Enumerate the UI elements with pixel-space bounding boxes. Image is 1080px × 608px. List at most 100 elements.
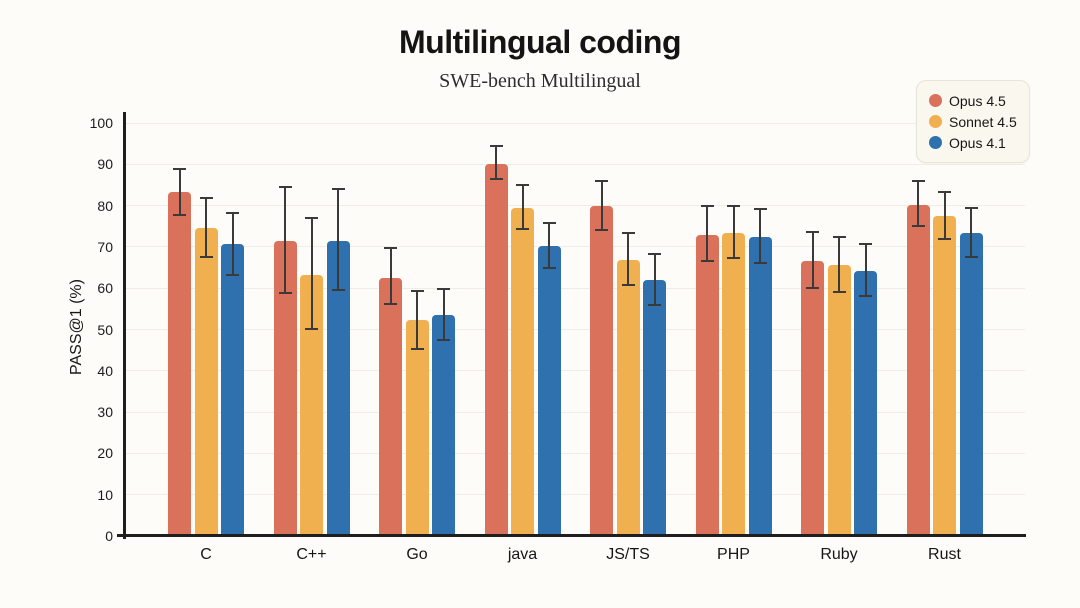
bar-sonnet-4-5-rust — [933, 215, 956, 534]
gridline-20 — [125, 452, 1025, 454]
bar-opus-4-5-php — [695, 234, 719, 534]
error-cap-high-sonnet-4-5-java — [516, 183, 529, 186]
error-cap-low-opus-4-1-go — [437, 339, 450, 342]
error-cap-high-sonnet-4-5-c — [199, 196, 213, 199]
error-cap-low-opus-4-5-ruby — [806, 286, 819, 289]
chart-title: Multilingual coding — [398, 24, 682, 60]
bar-opus-4-1-js-ts — [643, 279, 666, 534]
error-cap-high-opus-4-5-java — [489, 145, 503, 148]
gridline-80 — [125, 205, 1025, 207]
legend-item-opus-4-1: Opus 4.1 — [929, 132, 1017, 153]
error-bar-opus-4-1-c — [231, 213, 234, 275]
y-tick-label-30: 30 — [97, 404, 113, 421]
legend: Opus 4.5 Sonnet 4.5 Opus 4.1 — [916, 80, 1030, 163]
error-cap-low-opus-4-5-php — [700, 259, 714, 262]
error-cap-high-opus-4-5-c — [173, 168, 186, 171]
error-cap-low-sonnet-4-5-js-ts — [621, 283, 635, 286]
bar-opus-4-1-c — [326, 241, 350, 534]
y-tick-label-70: 70 — [97, 238, 113, 255]
gridline-90 — [125, 163, 1025, 165]
y-tick-label-90: 90 — [97, 156, 113, 173]
error-bar-opus-4-1-ruby — [864, 243, 867, 296]
error-cap-low-opus-4-1-js-ts — [648, 304, 661, 307]
error-cap-high-opus-4-5-rust — [911, 179, 925, 182]
y-tick-label-80: 80 — [97, 197, 113, 214]
error-cap-high-sonnet-4-5-php — [727, 205, 740, 207]
error-cap-low-opus-4-1-c — [331, 288, 345, 291]
error-bar-opus-4-5-rust — [917, 180, 919, 227]
error-cap-low-sonnet-4-5-php — [727, 256, 740, 259]
error-cap-high-opus-4-5-c — [278, 186, 292, 189]
bar-opus-4-1-ruby — [854, 270, 877, 534]
error-bar-opus-4-1-php — [759, 208, 761, 263]
bar-opus-4-5-rust — [906, 204, 930, 534]
error-bar-opus-4-5-c — [178, 169, 181, 215]
error-cap-low-opus-4-5-java — [489, 177, 503, 180]
gridline-30 — [125, 411, 1025, 413]
bar-opus-4-1-php — [748, 236, 772, 534]
gridline-40 — [125, 370, 1025, 372]
error-bar-opus-4-5-ruby — [811, 232, 814, 288]
y-tick-label-50: 50 — [97, 321, 113, 338]
y-tick-label-60: 60 — [97, 280, 113, 297]
error-cap-low-opus-4-5-go — [384, 302, 397, 305]
chart-subtitle: SWE-bench Multilingual — [439, 70, 641, 92]
error-cap-high-opus-4-1-ruby — [859, 242, 872, 245]
error-bar-opus-4-5-php — [706, 206, 708, 261]
error-cap-low-opus-4-5-rust — [911, 225, 925, 228]
x-tick-label-go: Go — [406, 546, 428, 563]
error-cap-low-opus-4-5-js-ts — [595, 228, 608, 231]
error-cap-low-opus-4-1-java — [542, 267, 556, 270]
y-axis-line — [123, 112, 126, 539]
y-tick-label-20: 20 — [97, 445, 113, 462]
error-cap-low-opus-4-1-php — [753, 261, 767, 264]
error-bar-opus-4-5-java — [495, 146, 497, 179]
bar-opus-4-1-java — [537, 246, 561, 534]
bar-sonnet-4-5-ruby — [827, 265, 851, 534]
error-bar-sonnet-4-5-ruby — [838, 236, 840, 292]
error-cap-low-opus-4-5-c — [173, 213, 186, 216]
error-cap-low-opus-4-1-c — [226, 273, 239, 276]
y-tick-label-0: 0 — [105, 528, 113, 544]
error-cap-low-sonnet-4-5-c — [305, 328, 318, 331]
error-cap-high-opus-4-1-rust — [964, 206, 978, 209]
error-bar-opus-4-1-js-ts — [653, 253, 656, 306]
bar-sonnet-4-5-c — [194, 228, 218, 534]
error-bar-sonnet-4-5-c — [205, 197, 207, 258]
error-bar-sonnet-4-5-js-ts — [627, 232, 629, 285]
error-cap-low-sonnet-4-5-go — [410, 347, 424, 350]
error-cap-high-opus-4-1-java — [542, 221, 556, 224]
error-cap-low-opus-4-1-rust — [964, 256, 978, 259]
bar-sonnet-4-5-php — [722, 232, 745, 534]
legend-label-sonnet-4-5: Sonnet 4.5 — [949, 113, 1017, 130]
error-cap-low-sonnet-4-5-ruby — [832, 290, 846, 293]
gridline-10 — [125, 494, 1025, 496]
plot-area: 0 10 20 30 40 50 60 70 80 90 100 C C++ Go java JS/TS PHP… — [90, 112, 1026, 563]
error-bar-sonnet-4-5-go — [416, 290, 418, 349]
error-bar-opus-4-1-c — [337, 189, 339, 290]
error-bar-opus-4-1-java — [548, 222, 550, 269]
bar-opus-4-1-c — [221, 244, 244, 534]
y-tick-label-10: 10 — [97, 486, 113, 503]
error-cap-low-sonnet-4-5-java — [516, 227, 529, 230]
x-tick-label-php: PHP — [717, 546, 750, 563]
error-cap-high-opus-4-5-js-ts — [595, 179, 608, 182]
legend-item-sonnet-4-5: Sonnet 4.5 — [929, 111, 1017, 132]
error-bar-sonnet-4-5-c — [310, 218, 313, 330]
error-cap-high-sonnet-4-5-rust — [938, 190, 951, 193]
error-bar-opus-4-1-rust — [970, 207, 972, 258]
error-cap-high-opus-4-5-ruby — [806, 231, 819, 234]
error-cap-high-opus-4-5-php — [700, 205, 714, 208]
error-cap-high-sonnet-4-5-ruby — [832, 235, 846, 238]
error-cap-high-opus-4-1-c — [331, 188, 345, 191]
error-bar-opus-4-5-go — [389, 247, 392, 304]
bar-sonnet-4-5-c — [300, 274, 323, 534]
legend-dot-opus-4-1-icon — [929, 136, 942, 149]
gridline-100 — [125, 122, 1025, 124]
legend-label-opus-4-5: Opus 4.5 — [949, 92, 1006, 109]
bar-opus-4-1-go — [432, 315, 455, 534]
legend-label-opus-4-1: Opus 4.1 — [949, 134, 1006, 151]
bar-opus-4-5-js-ts — [590, 206, 613, 534]
x-tick-label-js-ts: JS/TS — [606, 546, 650, 563]
